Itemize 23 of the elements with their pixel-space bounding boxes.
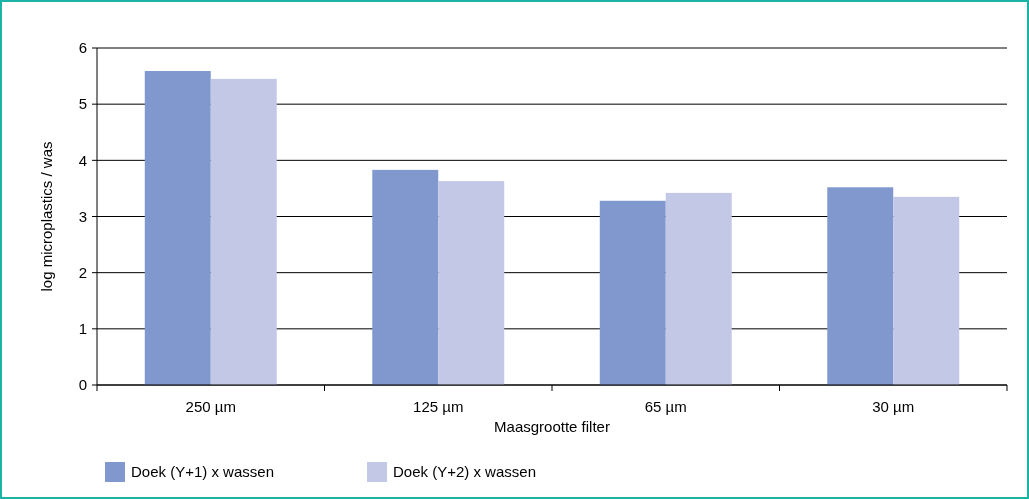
y-tick-label: 6 — [78, 39, 87, 57]
bar — [893, 196, 960, 385]
bar — [144, 71, 211, 385]
y-tick-label: 2 — [78, 263, 87, 281]
y-axis-title: log microplastics / was — [38, 141, 55, 292]
legend-label: Doek (Y+2) x wassen — [393, 463, 536, 481]
x-tick-label: 30 µm — [872, 398, 915, 415]
bar — [827, 187, 894, 385]
bar — [210, 78, 277, 385]
x-tick-label: 250 µm — [185, 398, 236, 415]
y-tick-label: 5 — [78, 95, 87, 113]
bar — [665, 192, 732, 385]
bar — [372, 169, 439, 385]
y-tick-label: 0 — [78, 376, 87, 394]
bar — [599, 200, 666, 385]
x-axis-title: Maasgrootte filter — [494, 418, 610, 435]
legend-label: Doek (Y+1) x wassen — [131, 463, 274, 481]
bar — [438, 181, 505, 385]
y-tick-label: 3 — [78, 207, 87, 225]
x-tick-label: 125 µm — [413, 398, 464, 415]
y-tick-label: 4 — [78, 151, 87, 169]
y-tick-label: 1 — [78, 320, 87, 338]
x-tick-label: 65 µm — [644, 398, 687, 415]
